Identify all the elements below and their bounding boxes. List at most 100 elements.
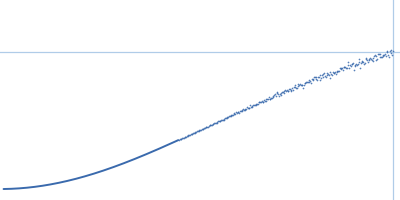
Point [205, 125, 211, 128]
Point [252, 104, 259, 107]
Point [333, 72, 339, 75]
Point [188, 133, 194, 136]
Point [277, 92, 284, 95]
Point [239, 109, 246, 112]
Point [232, 112, 238, 115]
Point [251, 103, 257, 106]
Point [280, 91, 287, 94]
Point [178, 137, 184, 141]
Point [225, 116, 232, 119]
Point [192, 131, 198, 134]
Point [299, 84, 306, 87]
Point [202, 126, 208, 129]
Point [338, 66, 344, 70]
Point [316, 78, 323, 81]
Point [260, 100, 266, 104]
Point [352, 64, 359, 68]
Point [346, 66, 352, 69]
Point [238, 109, 244, 112]
Point [279, 91, 285, 94]
Point [220, 118, 227, 121]
Point [306, 81, 312, 84]
Point [380, 54, 387, 57]
Point [196, 129, 202, 132]
Point [347, 63, 353, 66]
Point [354, 63, 360, 67]
Point [384, 50, 390, 53]
Point [289, 86, 296, 89]
Point [248, 105, 254, 108]
Point [211, 122, 218, 125]
Point [285, 89, 292, 92]
Point [381, 54, 388, 57]
Point [306, 79, 312, 82]
Point [263, 99, 270, 102]
Point [308, 81, 314, 84]
Point [221, 117, 228, 120]
Point [180, 136, 186, 140]
Point [227, 114, 234, 117]
Point [256, 100, 262, 104]
Point [295, 84, 302, 87]
Point [320, 75, 326, 78]
Point [219, 118, 225, 122]
Point [203, 125, 210, 129]
Point [270, 94, 277, 97]
Point [368, 57, 374, 60]
Point [358, 60, 365, 63]
Point [348, 62, 355, 65]
Point [212, 121, 219, 124]
Point [307, 80, 313, 83]
Point [234, 112, 240, 115]
Point [316, 76, 322, 79]
Point [224, 116, 231, 119]
Point [312, 77, 319, 80]
Point [379, 55, 385, 58]
Point [324, 71, 330, 74]
Point [298, 83, 304, 86]
Point [272, 92, 278, 96]
Point [202, 126, 209, 129]
Point [288, 90, 295, 93]
Point [198, 128, 204, 131]
Point [273, 94, 279, 98]
Point [366, 58, 372, 61]
Point [378, 55, 384, 58]
Point [331, 72, 338, 75]
Point [354, 63, 361, 66]
Point [375, 53, 381, 56]
Point [341, 66, 348, 69]
Point [286, 88, 292, 91]
Point [302, 81, 309, 85]
Point [278, 94, 284, 97]
Point [372, 58, 379, 62]
Point [200, 127, 206, 130]
Point [335, 69, 342, 72]
Point [308, 77, 315, 80]
Point [266, 97, 273, 101]
Point [294, 83, 301, 86]
Point [334, 69, 340, 72]
Point [209, 123, 215, 126]
Point [234, 111, 241, 114]
Point [310, 77, 316, 81]
Point [241, 109, 247, 112]
Point [380, 55, 386, 58]
Point [340, 65, 347, 69]
Point [217, 120, 224, 123]
Point [371, 54, 377, 58]
Point [184, 135, 190, 138]
Point [355, 60, 362, 63]
Point [215, 120, 221, 123]
Point [348, 65, 354, 68]
Point [353, 62, 359, 66]
Point [240, 108, 246, 111]
Point [387, 48, 394, 52]
Point [366, 58, 373, 61]
Point [224, 116, 230, 119]
Point [386, 55, 392, 58]
Point [212, 121, 218, 124]
Point [336, 69, 342, 73]
Point [301, 84, 307, 87]
Point [230, 112, 237, 115]
